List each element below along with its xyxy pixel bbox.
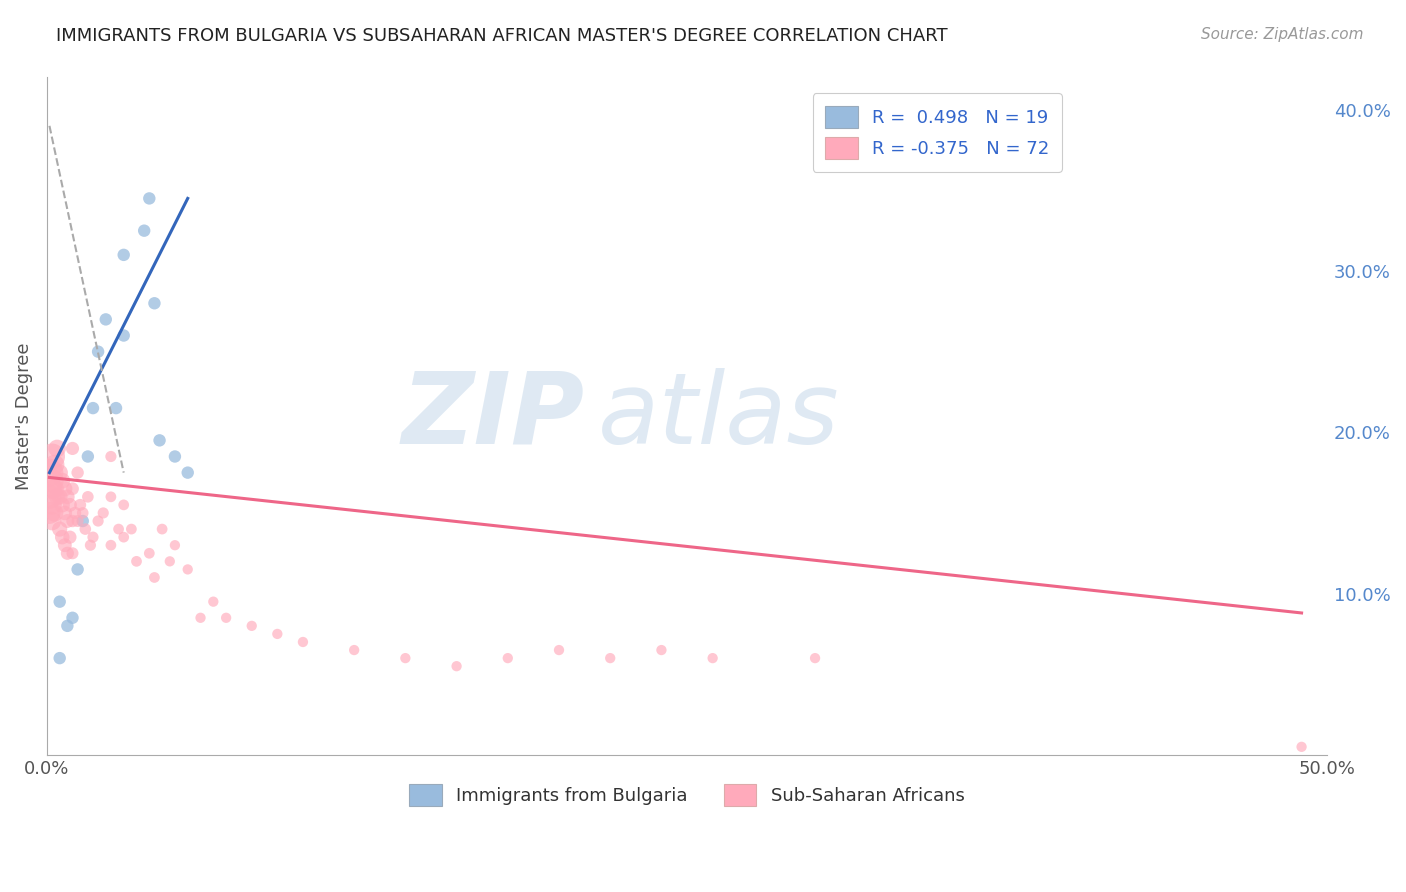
Text: ZIP: ZIP [402,368,585,465]
Point [548,643,571,657]
Point [48,466,70,480]
Point [41,482,63,496]
Point [53,506,76,520]
Point [202,595,225,609]
Point [159,554,181,568]
Point [112,498,135,512]
Point [343,643,366,657]
Point [48,522,70,536]
Y-axis label: Master's Degree: Master's Degree [15,343,32,490]
Point [41,450,63,464]
Point [150,522,173,536]
Point [48,595,70,609]
Legend: Immigrants from Bulgaria, Sub-Saharan Africans: Immigrants from Bulgaria, Sub-Saharan Af… [402,777,972,814]
Point [56,619,79,633]
Point [215,611,238,625]
Point [66,466,89,480]
Point [177,562,200,576]
Point [76,490,98,504]
Point [44,458,66,472]
Point [51,474,73,488]
Point [1291,739,1313,754]
Point [446,659,468,673]
Point [120,522,142,536]
Point [91,506,114,520]
Point [72,514,94,528]
Point [62,546,84,560]
Point [41,498,63,512]
Point [69,498,91,512]
Point [190,611,212,625]
Point [44,506,66,520]
Point [59,498,82,512]
Point [38,466,60,480]
Point [138,546,160,560]
Point [75,522,97,536]
Point [650,643,672,657]
Text: atlas: atlas [598,368,839,465]
Point [62,482,84,496]
Point [105,401,128,416]
Point [59,530,82,544]
Point [51,530,73,544]
Point [63,506,86,520]
Point [56,490,79,504]
Point [240,619,263,633]
Point [62,611,84,625]
Point [44,482,66,496]
Point [112,328,135,343]
Point [48,490,70,504]
Point [72,506,94,520]
Point [148,434,170,448]
Point [125,554,148,568]
Point [41,474,63,488]
Text: Source: ZipAtlas.com: Source: ZipAtlas.com [1201,27,1364,42]
Point [38,490,60,504]
Point [79,538,101,552]
Point [266,627,288,641]
Point [48,651,70,665]
Point [76,450,98,464]
Point [599,651,621,665]
Point [100,490,122,504]
Point [134,224,156,238]
Point [702,651,724,665]
Point [291,635,314,649]
Point [163,450,186,464]
Point [496,651,519,665]
Point [82,530,104,544]
Point [56,514,79,528]
Point [100,538,122,552]
Point [143,296,166,310]
Point [53,538,76,552]
Point [107,522,129,536]
Point [100,450,122,464]
Point [41,514,63,528]
Point [112,248,135,262]
Point [66,514,89,528]
Point [143,570,166,584]
Point [46,490,69,504]
Point [163,538,186,552]
Point [53,482,76,496]
Point [56,546,79,560]
Point [112,530,135,544]
Point [62,514,84,528]
Point [51,498,73,512]
Point [87,344,110,359]
Point [394,651,416,665]
Point [804,651,827,665]
Text: IMMIGRANTS FROM BULGARIA VS SUBSAHARAN AFRICAN MASTER'S DEGREE CORRELATION CHART: IMMIGRANTS FROM BULGARIA VS SUBSAHARAN A… [56,27,948,45]
Point [138,191,160,205]
Point [38,506,60,520]
Point [82,401,104,416]
Point [66,562,89,576]
Point [87,514,110,528]
Point [94,312,117,326]
Point [46,442,69,456]
Point [177,466,200,480]
Point [62,442,84,456]
